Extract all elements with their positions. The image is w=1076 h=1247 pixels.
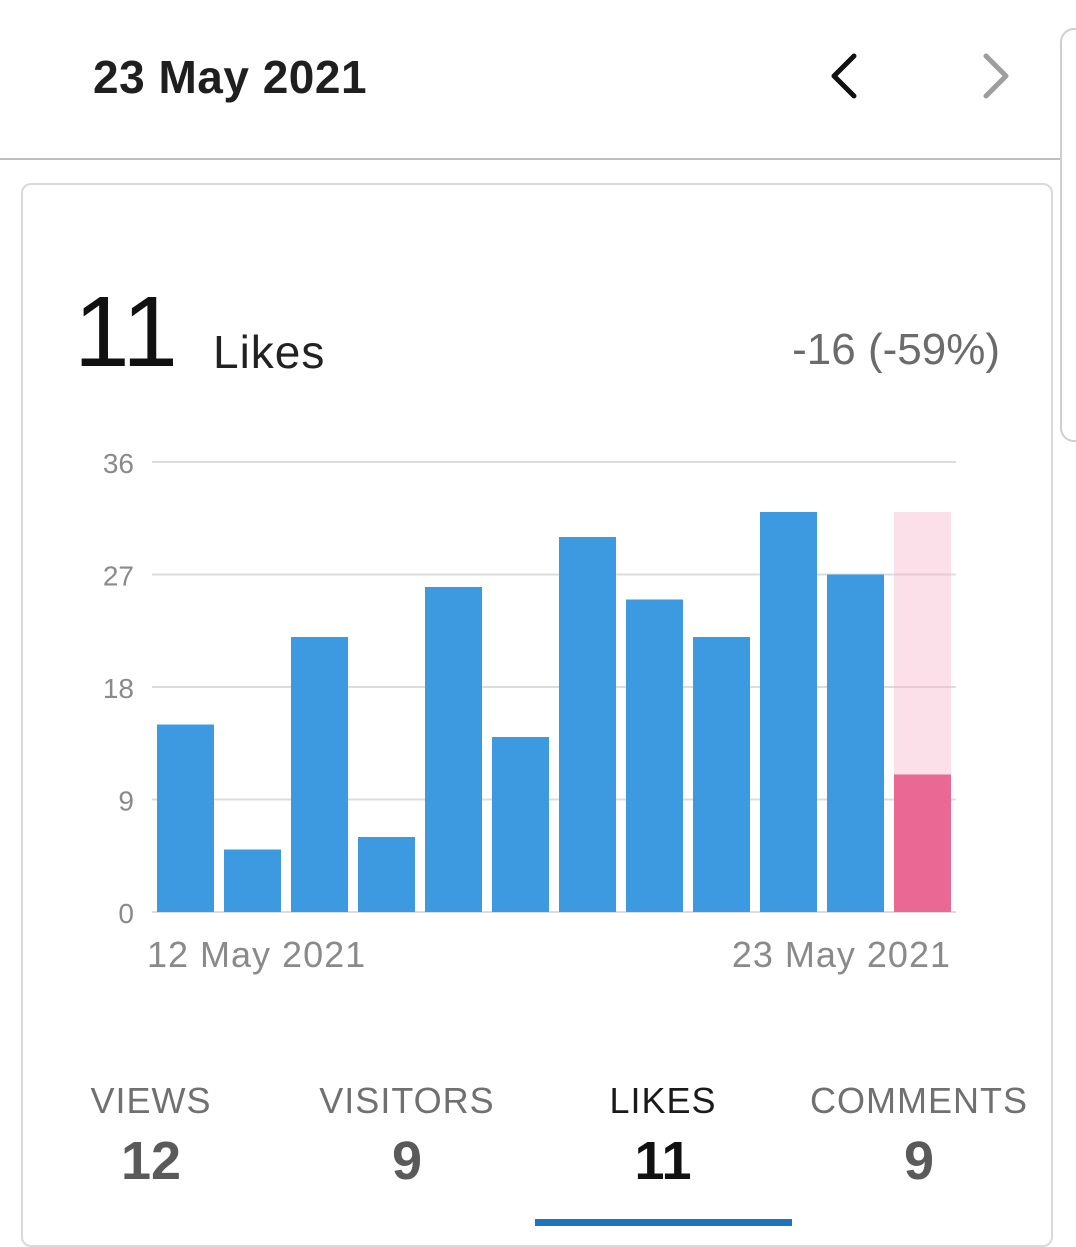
tab-views-value: 12: [120, 1131, 182, 1191]
next-date-button[interactable]: [968, 48, 1024, 104]
date-header: 23 May 2021: [0, 0, 1062, 160]
tab-visitors-value: 9: [391, 1131, 423, 1191]
tab-visitors-label: VISITORS: [319, 1080, 495, 1121]
tab-comments[interactable]: COMMENTS 9: [791, 1080, 1047, 1192]
bar: [291, 637, 348, 912]
y-tick-label: 18: [103, 673, 134, 704]
bar: [157, 724, 214, 912]
likes-bar-chart: 0 9 18 27 36 12 May 2021 23 May 2021: [103, 448, 956, 975]
x-end-label: 23 May 2021: [732, 934, 951, 975]
x-start-label: 12 May 2021: [147, 934, 366, 975]
bar: [559, 537, 616, 912]
bar: [425, 587, 482, 912]
y-tick-label: 27: [103, 561, 134, 592]
bar: [626, 599, 683, 912]
tab-likes[interactable]: LIKES 11: [535, 1080, 791, 1192]
tab-views[interactable]: VIEWS 12: [23, 1080, 279, 1192]
bar: [224, 849, 281, 912]
y-tick-label: 36: [103, 448, 134, 479]
bar: [358, 837, 415, 912]
adjacent-card-edge: [1060, 28, 1076, 442]
bar: [827, 574, 884, 912]
active-tab-indicator: [535, 1219, 792, 1226]
tab-likes-value: 11: [634, 1131, 692, 1191]
bar-selected: [894, 774, 951, 912]
bar: [693, 637, 750, 912]
previous-date-button[interactable]: [818, 48, 874, 104]
header-date: 23 May 2021: [93, 51, 368, 103]
tab-visitors[interactable]: VISITORS 9: [279, 1080, 535, 1192]
chevron-left-icon: [831, 53, 857, 99]
summary-delta: -16 (-59%): [792, 325, 1000, 374]
bar: [760, 512, 817, 912]
tab-comments-label: COMMENTS: [810, 1080, 1028, 1121]
summary-label: Likes: [213, 326, 326, 378]
bar: [492, 737, 549, 912]
tab-views-label: VIEWS: [90, 1080, 212, 1121]
tab-likes-label: LIKES: [609, 1080, 717, 1121]
chevron-right-icon: [983, 53, 1009, 99]
y-tick-label: 9: [118, 786, 134, 817]
tab-comments-value: 9: [903, 1131, 935, 1191]
y-tick-label: 0: [118, 898, 134, 929]
summary-value: 11: [74, 276, 178, 388]
